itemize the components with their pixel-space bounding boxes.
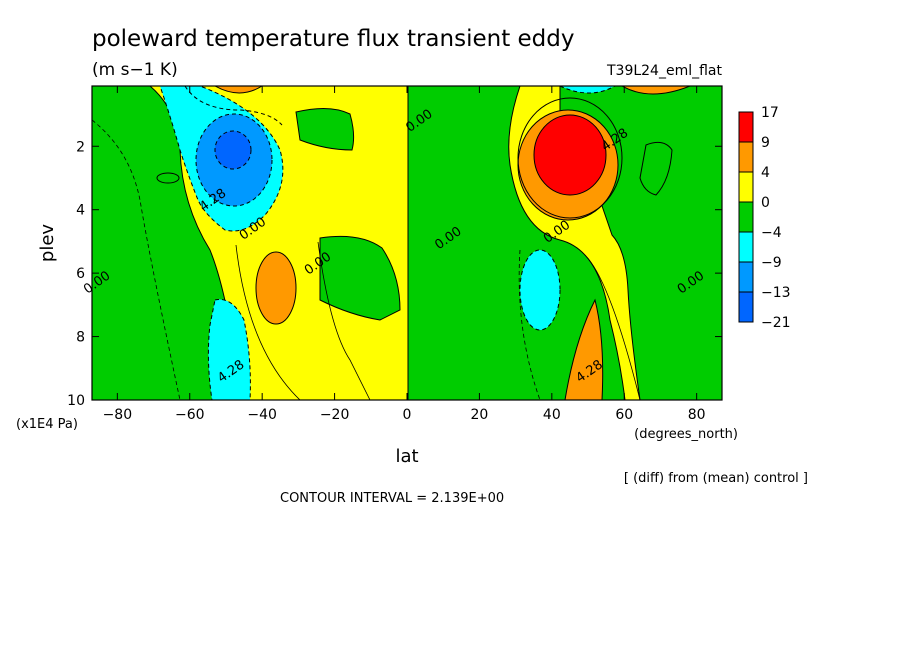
x-tick-label: −80 bbox=[103, 407, 133, 423]
plot-title: poleward temperature flux transient eddy bbox=[92, 26, 574, 52]
run-label: T39L24_eml_flat bbox=[606, 63, 723, 79]
plot-units: (m s−1 K) bbox=[92, 60, 178, 80]
legend-swatch bbox=[738, 291, 754, 323]
x-tick-label: 60 bbox=[615, 407, 633, 423]
y-tick-labels: 2 4 6 8 10 bbox=[67, 139, 85, 409]
region-orange-south-mid bbox=[255, 251, 297, 325]
x-tick-label: 80 bbox=[688, 407, 706, 423]
region-orange-north-low bbox=[564, 298, 604, 400]
legend-swatch bbox=[738, 231, 754, 263]
y-tick-label: 10 bbox=[67, 393, 85, 409]
y-tick-label: 8 bbox=[76, 330, 85, 346]
y-axis-label: plev bbox=[37, 224, 58, 263]
y-tick-label: 6 bbox=[76, 266, 85, 282]
legend-label: −13 bbox=[761, 285, 791, 301]
legend-swatch bbox=[738, 171, 754, 203]
color-legend: 17 9 4 0 −4 −9 −13 −21 bbox=[738, 105, 791, 331]
x-tick-label: 20 bbox=[470, 407, 488, 423]
contour-interval: CONTOUR INTERVAL = 2.139E+00 bbox=[280, 491, 504, 506]
x-tick-label: −20 bbox=[320, 407, 350, 423]
region-red-north-jet bbox=[533, 114, 607, 196]
contour-line-south-dashed bbox=[92, 119, 181, 400]
region-neg-sub-south bbox=[319, 235, 401, 321]
region-cyan-south-low bbox=[207, 298, 251, 400]
comparison-note: [ (diff) from (mean) control ] bbox=[624, 471, 808, 486]
contour-line-south bbox=[235, 244, 301, 400]
region-neg-upper bbox=[295, 108, 355, 151]
x-tick-label: 0 bbox=[403, 407, 412, 423]
region-darkblue-south-jet bbox=[214, 130, 252, 170]
x-tick-label: 40 bbox=[543, 407, 561, 423]
y-tick-label: 4 bbox=[76, 203, 85, 219]
x-tick-labels: −80 −60 −40 −20 0 20 40 60 80 bbox=[103, 407, 706, 423]
legend-swatch bbox=[738, 261, 754, 293]
contour-neg-upper bbox=[184, 86, 283, 126]
region-cyan-north-mid bbox=[519, 249, 561, 331]
legend-label: 4 bbox=[761, 165, 770, 181]
region-neg-central-north bbox=[407, 86, 626, 400]
axis-ticks bbox=[92, 86, 722, 401]
y-axis-units: (x1E4 Pa) bbox=[16, 417, 78, 432]
contour-line-north-dashed bbox=[518, 249, 541, 400]
legend-swatch bbox=[738, 141, 754, 173]
legend-label: −9 bbox=[761, 255, 782, 271]
legend-label: −4 bbox=[761, 225, 782, 241]
y-tick-label: 2 bbox=[76, 139, 85, 155]
region-neg-small bbox=[156, 172, 180, 184]
x-tick-label: −60 bbox=[175, 407, 205, 423]
legend-label: 0 bbox=[761, 195, 770, 211]
x-axis-label: lat bbox=[395, 446, 418, 467]
plot-area bbox=[92, 86, 722, 400]
region-neg-north-polar bbox=[639, 141, 673, 196]
legend-swatch bbox=[738, 201, 754, 233]
contour-north-jet-outer bbox=[517, 97, 623, 219]
legend-label: 17 bbox=[761, 105, 779, 121]
contour-line-north bbox=[584, 254, 641, 400]
x-tick-label: −40 bbox=[247, 407, 277, 423]
legend-label: 9 bbox=[761, 135, 770, 151]
x-axis-units: (degrees_north) bbox=[634, 427, 738, 442]
legend-swatch bbox=[738, 111, 754, 143]
contour-line-sub-south bbox=[317, 241, 371, 400]
legend-label: −21 bbox=[761, 315, 791, 331]
